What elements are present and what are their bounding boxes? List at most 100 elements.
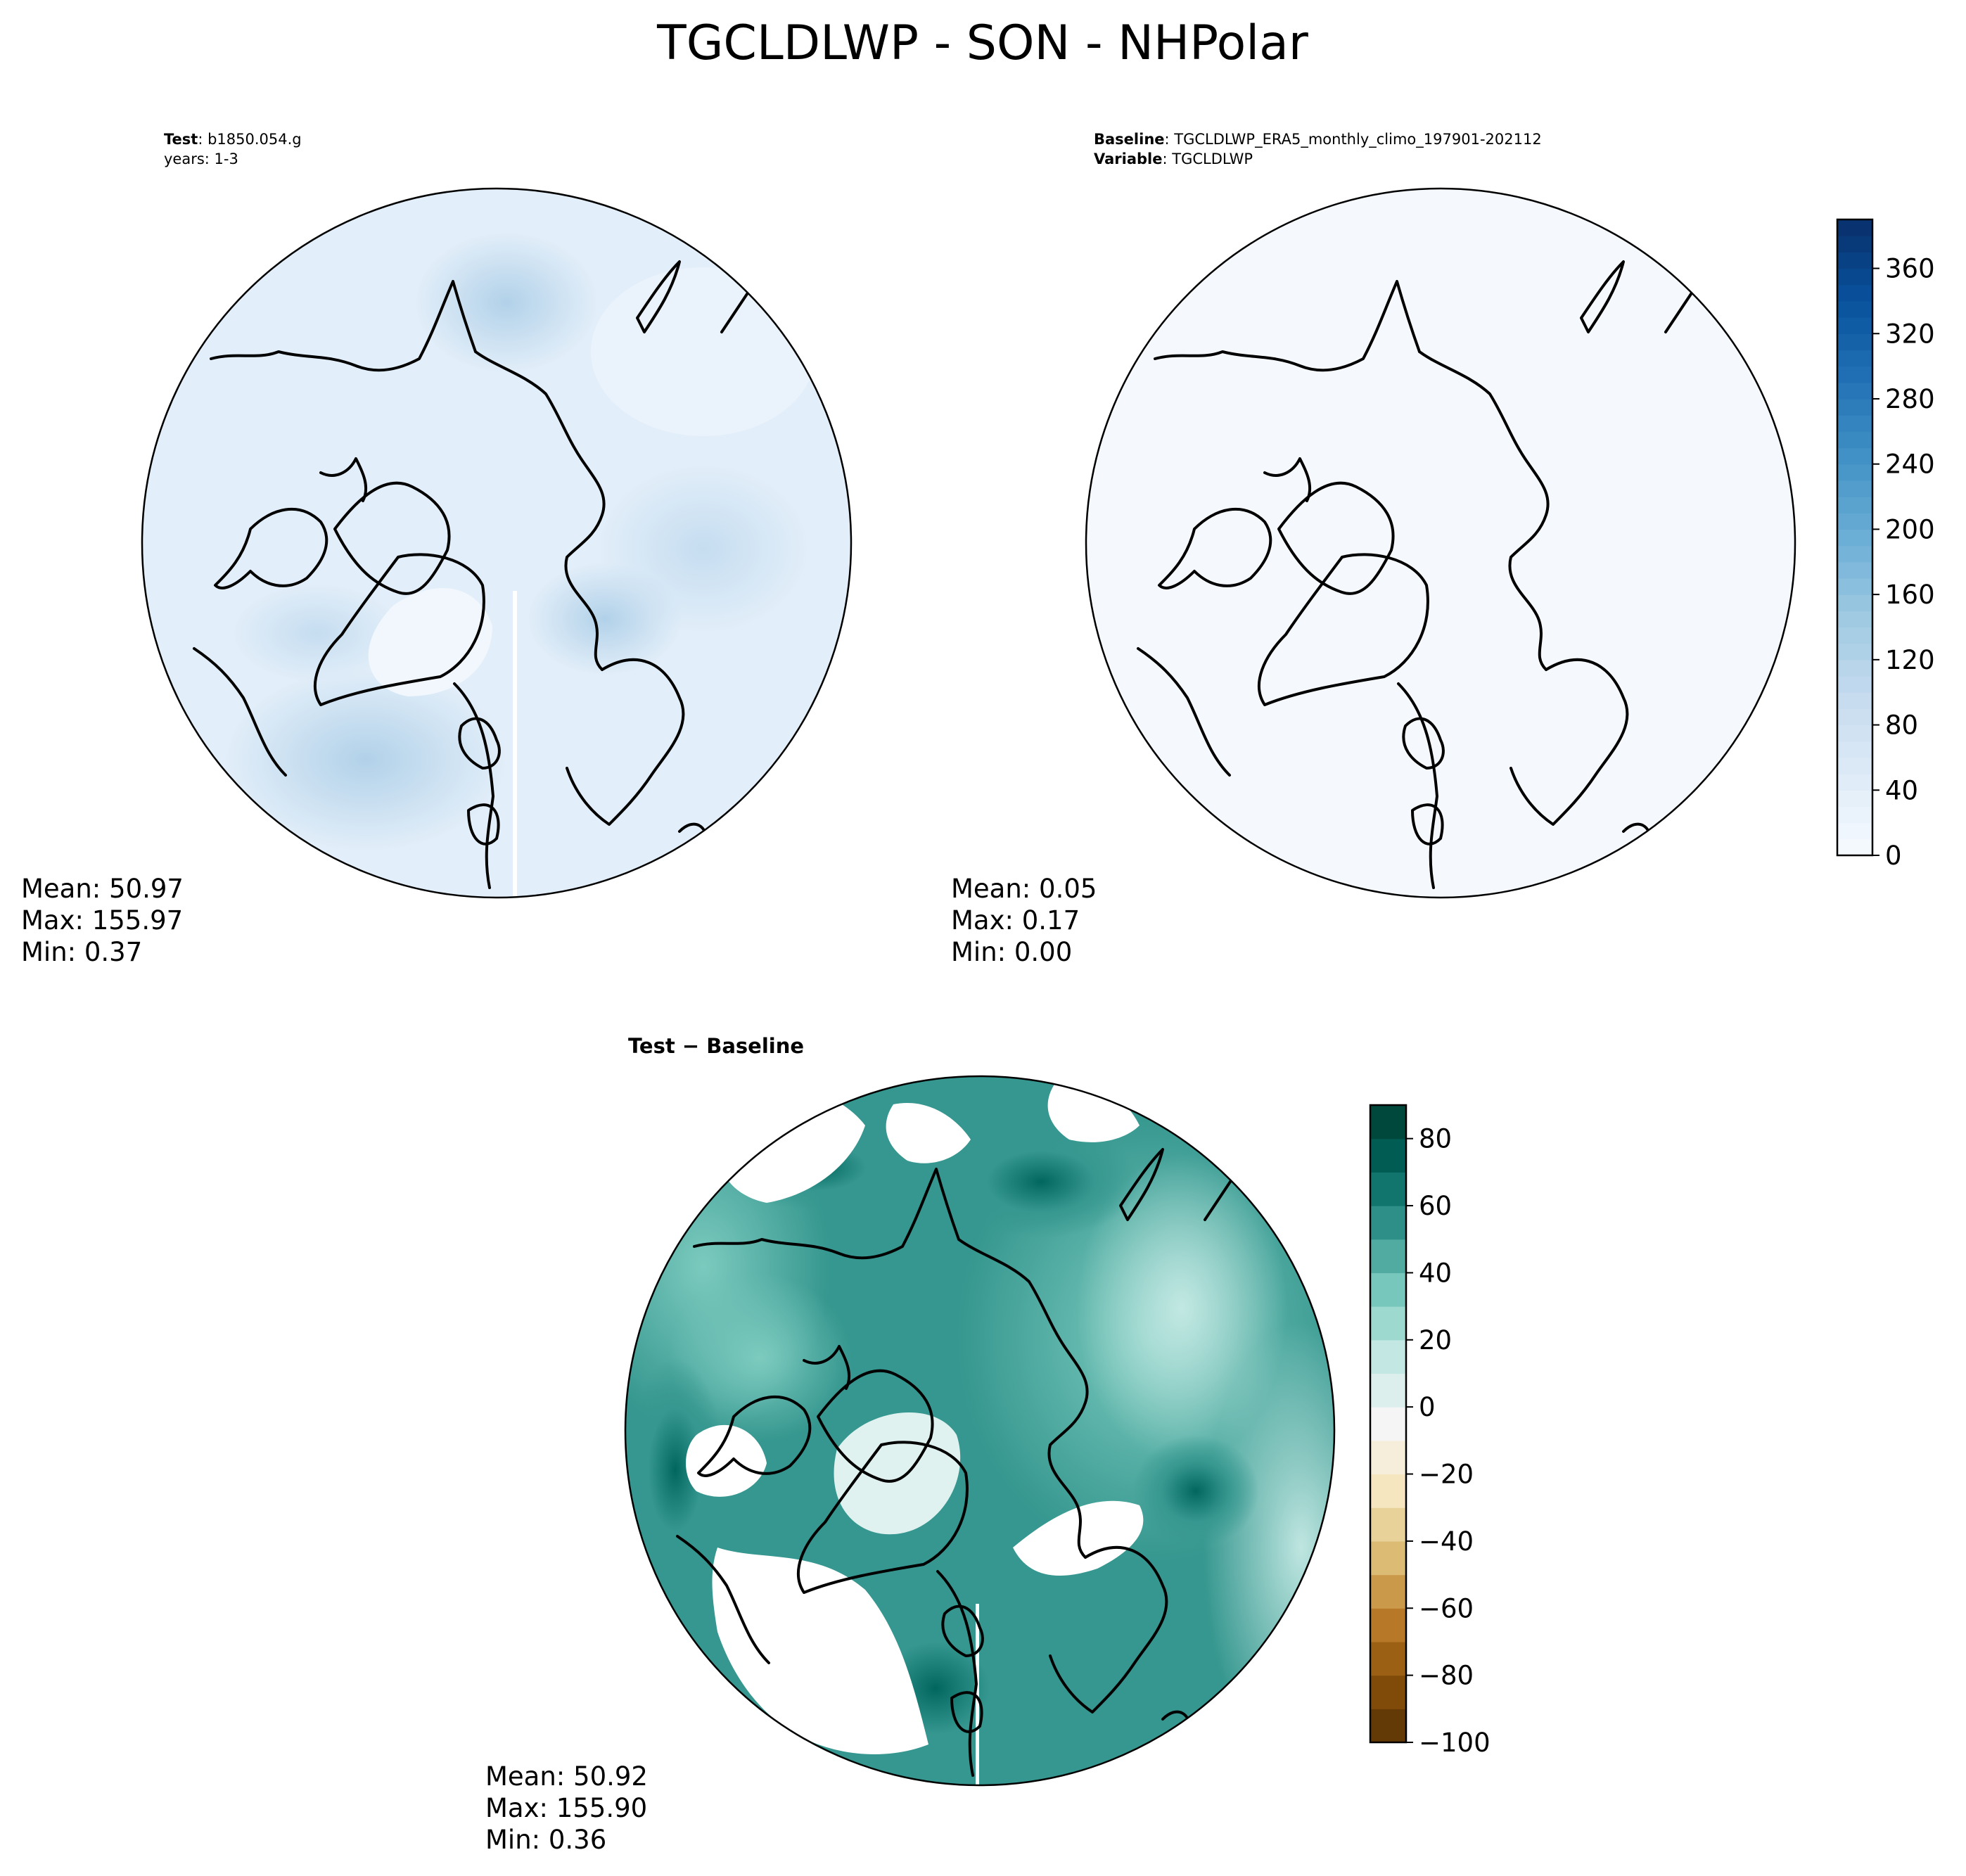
diff-colorbar-segment bbox=[1370, 1373, 1406, 1408]
test-baseline-colorbar-tick-label: 200 bbox=[1885, 514, 1935, 544]
diff-colorbar-segment bbox=[1370, 1138, 1406, 1173]
test-label: Test: b1850.054.g bbox=[164, 131, 302, 148]
baseline-label-text: : TGCLDLWP_ERA5_monthly_climo_197901-202… bbox=[1165, 131, 1542, 148]
test-map bbox=[142, 189, 851, 898]
baseline-mean: Mean: 0.05 bbox=[951, 874, 1097, 904]
diff-colorbar-tick-label: −20 bbox=[1419, 1460, 1474, 1490]
test-baseline-colorbar-segment bbox=[1837, 774, 1872, 791]
test-baseline-colorbar-segment bbox=[1837, 480, 1872, 497]
test-baseline-colorbar: 0 40 80 120 160 200 240 280 320 360 bbox=[1836, 218, 1935, 871]
test-baseline-colorbar-segment bbox=[1837, 464, 1872, 481]
test-max: Max: 155.97 bbox=[21, 905, 183, 936]
diff-colorbar-frame bbox=[1369, 1104, 1408, 1744]
diff-panel: Test − Baseline Mean: 50.92 Max: 15 bbox=[485, 1034, 1491, 1855]
test-baseline-colorbar-tick-label: 240 bbox=[1885, 449, 1935, 480]
test-baseline-colorbar-segment bbox=[1837, 317, 1872, 334]
test-baseline-colorbar-segment bbox=[1837, 757, 1872, 774]
test-baseline-colorbar-tick-label: 280 bbox=[1885, 384, 1935, 414]
baseline-max: Max: 0.17 bbox=[951, 905, 1080, 936]
diff-colorbar-segment bbox=[1370, 1641, 1406, 1676]
test-baseline-colorbar-tick-label: 0 bbox=[1885, 841, 1902, 871]
diff-colorbar-tick-label: 80 bbox=[1419, 1124, 1452, 1154]
diff-map bbox=[625, 1076, 1334, 1785]
test-baseline-colorbar-segment bbox=[1837, 806, 1872, 824]
diff-colorbar-tick-label: 0 bbox=[1419, 1392, 1436, 1422]
test-baseline-colorbar-segment bbox=[1837, 366, 1872, 383]
diff-colorbar-segment bbox=[1370, 1709, 1406, 1743]
test-label-years: years: 1-3 bbox=[164, 151, 238, 167]
baseline-min: Min: 0.00 bbox=[951, 937, 1072, 967]
diff-colorbar-tick-label: −60 bbox=[1419, 1593, 1474, 1623]
test-baseline-colorbar-segment bbox=[1837, 676, 1872, 693]
diff-colorbar-segment bbox=[1370, 1306, 1406, 1341]
test-label-text: : b1850.054.g bbox=[198, 131, 301, 148]
test-baseline-colorbar-segment bbox=[1837, 561, 1872, 579]
test-baseline-colorbar-segment bbox=[1837, 545, 1872, 563]
diff-colorbar-segment bbox=[1370, 1574, 1406, 1609]
baseline-map bbox=[1086, 189, 1795, 898]
diff-colorbar-segment bbox=[1370, 1474, 1406, 1508]
baseline-panel: Baseline: TGCLDLWP_ERA5_monthly_climo_19… bbox=[951, 131, 1935, 967]
diff-colorbar-segment bbox=[1370, 1507, 1406, 1542]
variable-label-bold: Variable bbox=[1094, 151, 1162, 167]
test-baseline-colorbar-segment bbox=[1837, 725, 1872, 742]
test-baseline-colorbar-segment bbox=[1837, 415, 1872, 432]
baseline-map-boundary bbox=[1085, 187, 1796, 899]
diff-colorbar-tick-label: −40 bbox=[1419, 1526, 1474, 1557]
diff-colorbar-segment bbox=[1370, 1608, 1406, 1642]
diff-colorbar: −100 −80 −60 −40 −20 0 20 40 60 80 bbox=[1369, 1104, 1491, 1758]
test-label-bold: Test bbox=[164, 131, 198, 148]
test-baseline-colorbar-segment bbox=[1837, 708, 1872, 726]
variable-label: Variable: TGCLDLWP bbox=[1094, 151, 1253, 167]
test-baseline-colorbar-segment bbox=[1837, 643, 1872, 661]
test-min: Min: 0.37 bbox=[21, 937, 142, 967]
test-baseline-colorbar-segment bbox=[1837, 659, 1872, 677]
test-map-boundary bbox=[141, 187, 853, 899]
test-baseline-colorbar-segment bbox=[1837, 300, 1872, 318]
diff-colorbar-segment bbox=[1370, 1339, 1406, 1374]
diff-colorbar-tick-label: −80 bbox=[1419, 1661, 1474, 1691]
diff-colorbar-segment bbox=[1370, 1675, 1406, 1709]
test-baseline-colorbar-segment bbox=[1837, 333, 1872, 351]
test-baseline-colorbar-segment bbox=[1837, 350, 1872, 367]
diff-colorbar-segment bbox=[1370, 1272, 1406, 1307]
diff-min: Min: 0.36 bbox=[485, 1825, 606, 1855]
diff-colorbar-tick-label: 60 bbox=[1419, 1191, 1452, 1221]
test-baseline-colorbar-segment bbox=[1837, 578, 1872, 595]
diff-colorbar-tick-label: −100 bbox=[1419, 1728, 1491, 1758]
figure-title: TGCLDLWP - SON - NHPolar bbox=[656, 15, 1308, 71]
test-baseline-colorbar-segment bbox=[1837, 822, 1872, 840]
diff-colorbar-tick-label: 20 bbox=[1419, 1325, 1452, 1355]
test-baseline-colorbar-segment bbox=[1837, 398, 1872, 416]
test-panel: Test: b1850.054.g years: 1-3 Mean: 50.97… bbox=[21, 131, 853, 967]
variable-label-text: : TGCLDLWP bbox=[1162, 151, 1253, 167]
test-baseline-colorbar-segment bbox=[1837, 236, 1872, 253]
test-baseline-colorbar-tick-label: 120 bbox=[1885, 645, 1935, 675]
diff-colorbar-segment bbox=[1370, 1540, 1406, 1576]
diff-mean: Mean: 50.92 bbox=[485, 1761, 648, 1792]
diff-colorbar-segment bbox=[1370, 1206, 1406, 1240]
diff-colorbar-segment bbox=[1370, 1172, 1406, 1206]
test-baseline-colorbar-tick-label: 360 bbox=[1885, 254, 1935, 284]
test-baseline-colorbar-frame bbox=[1836, 218, 1874, 857]
test-baseline-colorbar-segment bbox=[1837, 513, 1872, 530]
diff-map-boundary bbox=[624, 1075, 1336, 1787]
diff-colorbar-tick-label: 40 bbox=[1419, 1258, 1452, 1288]
test-baseline-colorbar-segment bbox=[1837, 219, 1872, 236]
test-baseline-colorbar-segment bbox=[1837, 741, 1872, 758]
test-baseline-colorbar-segment bbox=[1837, 594, 1872, 611]
test-baseline-colorbar-segment bbox=[1837, 838, 1872, 856]
test-baseline-colorbar-tick-label: 40 bbox=[1885, 775, 1918, 805]
baseline-label-bold: Baseline bbox=[1094, 131, 1165, 148]
diff-colorbar-segment bbox=[1370, 1105, 1406, 1140]
diff-title: Test − Baseline bbox=[628, 1034, 804, 1058]
test-baseline-colorbar-segment bbox=[1837, 431, 1872, 449]
test-baseline-colorbar-segment bbox=[1837, 692, 1872, 709]
test-baseline-colorbar-segment bbox=[1837, 382, 1872, 400]
baseline-label: Baseline: TGCLDLWP_ERA5_monthly_climo_19… bbox=[1094, 131, 1542, 148]
test-baseline-colorbar-segment bbox=[1837, 252, 1872, 269]
test-baseline-colorbar-tick-label: 160 bbox=[1885, 580, 1935, 610]
test-baseline-colorbar-segment bbox=[1837, 447, 1872, 465]
test-baseline-colorbar-segment bbox=[1837, 529, 1872, 547]
